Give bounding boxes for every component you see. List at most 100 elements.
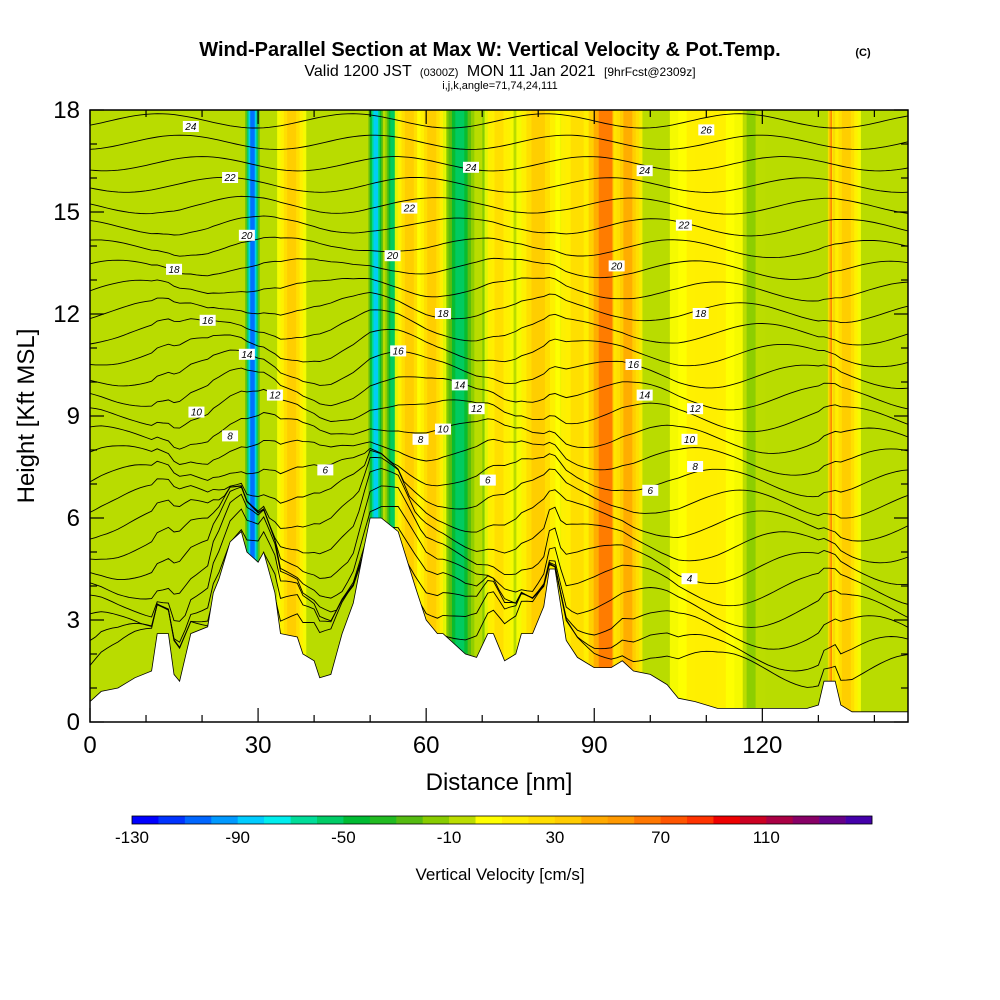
- x-axis: 0 30 60 90 120: [83, 110, 875, 759]
- svg-text:20: 20: [386, 251, 399, 262]
- theta-label-12-10: 12: [266, 389, 283, 402]
- terrain-mask: [90, 518, 908, 722]
- x-tick-label-0: 0: [83, 732, 96, 759]
- colorbar: -130 -90 -50 -10 30 70 110: [115, 815, 873, 847]
- colorbar-swatch-6: [290, 816, 318, 824]
- isentrope-line-15: [90, 329, 908, 368]
- colorbar-swatch-24: [766, 816, 794, 824]
- valid-time-line: Valid 1200 JST (0300Z) MON 11 Jan 2021 […: [304, 63, 695, 80]
- updraft-band-1-layer-3: [404, 110, 414, 722]
- colorbar-swatch-22: [713, 816, 741, 824]
- isentrope-line-12: [90, 388, 908, 433]
- colorbar-swatch-5: [264, 816, 291, 824]
- isentrope-line-25: [90, 134, 908, 150]
- colorbar-swatch-8: [343, 816, 371, 824]
- isentrope-line-18: [90, 277, 908, 302]
- colorbar-swatch-1: [158, 816, 186, 824]
- theta-label-22-26: 22: [401, 202, 418, 215]
- chart-title: Wind-Parallel Section at Max W: Vertical…: [199, 39, 780, 61]
- svg-text:16: 16: [202, 316, 214, 327]
- colorbar-swatch-10: [396, 816, 424, 824]
- theta-label-10-9: 10: [681, 433, 698, 446]
- theta-label-14-13: 14: [238, 348, 255, 361]
- updraft-band-3-layer-3: [494, 110, 504, 722]
- colorbar-tick--10: -10: [437, 828, 462, 847]
- theta-label-22-27: 22: [675, 219, 692, 232]
- downdraft-band-8-layer-3: [746, 110, 756, 722]
- isentrope-line-26: [90, 113, 908, 129]
- theta-label-12-11: 12: [468, 403, 485, 415]
- theta-label-22-25: 22: [222, 172, 239, 184]
- theta-label-12-12: 12: [687, 403, 704, 415]
- theta-label-8-4: 8: [222, 430, 239, 442]
- colorbar-swatch-3: [211, 816, 239, 824]
- colorbar-swatch-11: [422, 816, 450, 824]
- y-axis-label: Height [Kft MSL]: [13, 329, 40, 504]
- theta-label-20-23: 20: [384, 250, 401, 262]
- updraft-band-2-layer-3: [427, 110, 437, 722]
- theta-label-6-1: 6: [317, 464, 334, 476]
- isentrope-line-24: [90, 156, 908, 172]
- colorbar-swatch-26: [819, 816, 846, 824]
- svg-text:12: 12: [471, 404, 483, 415]
- theta-label-14-14: 14: [451, 379, 468, 391]
- svg-text:24: 24: [184, 122, 197, 133]
- colorbar-swatch-27: [845, 816, 873, 824]
- svg-text:16: 16: [628, 360, 640, 371]
- colorbar-tick--130: -130: [115, 828, 149, 847]
- svg-text:12: 12: [269, 391, 281, 402]
- updraft-band-10-layer-3: [841, 110, 851, 722]
- isentrope-line-19: [90, 257, 908, 280]
- theta-label-20-24: 20: [608, 260, 625, 272]
- colorbar-swatch-2: [184, 816, 212, 824]
- isentrope-line-7: [90, 457, 908, 542]
- isentrope-line-8: [90, 449, 908, 519]
- svg-text:14: 14: [454, 380, 466, 391]
- colorbar-swatch-18: [607, 816, 635, 824]
- colorbar-swatch-23: [739, 816, 767, 824]
- x-tick-label-30: 30: [245, 732, 272, 759]
- colorbar-label: Vertical Velocity [cm/s]: [415, 865, 584, 884]
- svg-text:24: 24: [464, 163, 477, 174]
- isentrope-line-20: [90, 236, 908, 259]
- theta-label-18-20: 18: [434, 308, 451, 320]
- y-tick-label-3: 3: [67, 607, 80, 634]
- grid-params: i,j,k,angle=71,74,24,111: [442, 80, 558, 92]
- svg-text:6: 6: [647, 486, 653, 497]
- theta-contours: [90, 113, 908, 688]
- svg-text:18: 18: [437, 309, 449, 320]
- isentrope-line-21: [90, 215, 908, 237]
- svg-text:14: 14: [241, 350, 253, 361]
- svg-text:16: 16: [393, 346, 405, 357]
- isentrope-line-14: [90, 349, 908, 389]
- theta-label-18-19: 18: [166, 263, 183, 276]
- colorbar-swatch-0: [132, 816, 159, 824]
- svg-text:22: 22: [677, 221, 690, 232]
- velocity-field: 4 6 6 6 8 8 8 10 10 10 12 12 12 14 14 14 16 16 16 18 18 18 20 2…: [90, 110, 908, 722]
- theta-label-8-5: 8: [412, 433, 429, 446]
- colorbar-tick-30: 30: [545, 828, 564, 847]
- colorbar-tick--50: -50: [331, 828, 356, 847]
- svg-text:26: 26: [700, 125, 713, 136]
- isentrope-line-9: [90, 447, 908, 498]
- isentrope-line-10: [90, 438, 908, 476]
- y-tick-label-9: 9: [67, 403, 80, 430]
- colorbar-swatch-15: [528, 816, 556, 824]
- colorbar-swatch-25: [792, 816, 820, 824]
- valid-date: MON 11 Jan 2021: [467, 63, 596, 80]
- isentrope-line-22: [90, 195, 908, 215]
- updraft-band-7-layer-3: [623, 110, 633, 722]
- colorbar-swatch-21: [687, 816, 714, 824]
- downdraft-band-4-layer-3: [455, 110, 465, 722]
- svg-text:22: 22: [403, 204, 416, 215]
- svg-text:6: 6: [323, 465, 329, 476]
- theta-label-6-2: 6: [479, 474, 496, 487]
- colorbar-tick-110: 110: [753, 828, 780, 847]
- y-axis: 0 3 6 9 12 15 18: [53, 97, 908, 736]
- theta-label-16-17: 16: [390, 345, 407, 357]
- downdraft-band-1-layer-3: [373, 110, 378, 722]
- colorbar-swatch-9: [369, 816, 397, 824]
- forecast-info: [9hrFcst@2309z]: [604, 65, 696, 79]
- x-tick-label-60: 60: [413, 732, 440, 759]
